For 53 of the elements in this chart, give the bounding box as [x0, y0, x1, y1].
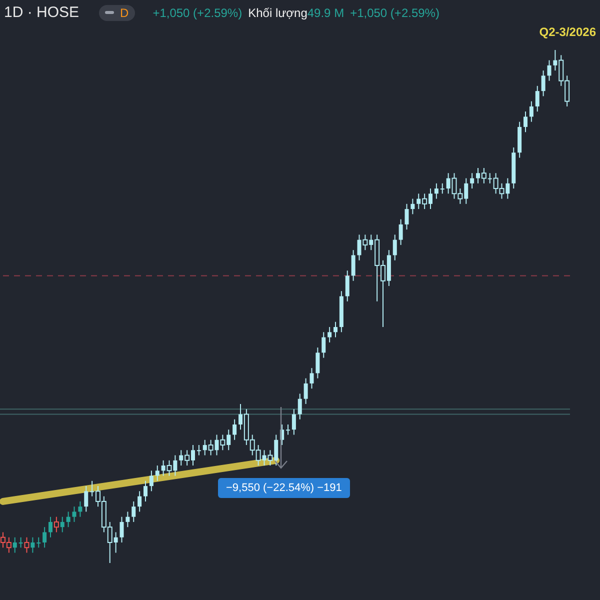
candlestick [132, 500, 136, 522]
candlestick [345, 270, 350, 302]
candlestick [78, 500, 82, 518]
candlestick [398, 218, 403, 246]
candlestick [36, 536, 41, 548]
text: D [120, 6, 129, 20]
chart-title: 1D · HOSE [4, 4, 80, 21]
candlestick [322, 332, 326, 358]
candlestick [524, 111, 528, 133]
text: Q2-3/2026 [539, 25, 596, 39]
candlestick [232, 418, 237, 440]
candlestick [292, 408, 296, 436]
candlestick [529, 100, 534, 122]
candlestick [120, 516, 124, 543]
candlestick [60, 516, 64, 533]
text: +1,050 (+2.59%) [350, 6, 440, 20]
text: Khối lượng [248, 6, 308, 20]
candlestick [72, 506, 76, 522]
candlestick [392, 234, 397, 261]
candlestick [24, 536, 30, 554]
text: 49.9 M [307, 6, 344, 20]
candlestick [66, 511, 70, 528]
candlestick [48, 516, 52, 538]
candlestick [440, 182, 444, 194]
text: +1,050 (+2.59%) [152, 6, 242, 20]
candlestick [334, 321, 338, 338]
candlestick [404, 203, 409, 230]
candlestick [155, 465, 160, 482]
candlestick [316, 347, 320, 379]
candlestick [410, 198, 415, 215]
candlestick [54, 516, 59, 533]
candlestick [126, 511, 130, 528]
candlestick [149, 470, 154, 492]
candlestick [304, 378, 308, 404]
candlestick [84, 486, 88, 512]
candlestick [541, 70, 546, 97]
candlestick [144, 480, 148, 502]
candlestick [434, 182, 438, 200]
candlestick [138, 490, 142, 512]
candlestick [298, 393, 302, 420]
candlestick [470, 172, 474, 190]
candlestick [30, 536, 35, 554]
candlestick [42, 526, 47, 548]
candlestick [535, 85, 540, 112]
candlestick [196, 444, 201, 456]
candlestick [18, 536, 23, 548]
candlestick [310, 368, 314, 390]
candlestick [351, 250, 356, 282]
candlestick [547, 60, 552, 82]
candlestick [328, 326, 332, 343]
candlestick [286, 424, 290, 436]
candlestick [12, 536, 17, 554]
annotation: −9,550 (−22.54%) −191 [218, 478, 350, 498]
